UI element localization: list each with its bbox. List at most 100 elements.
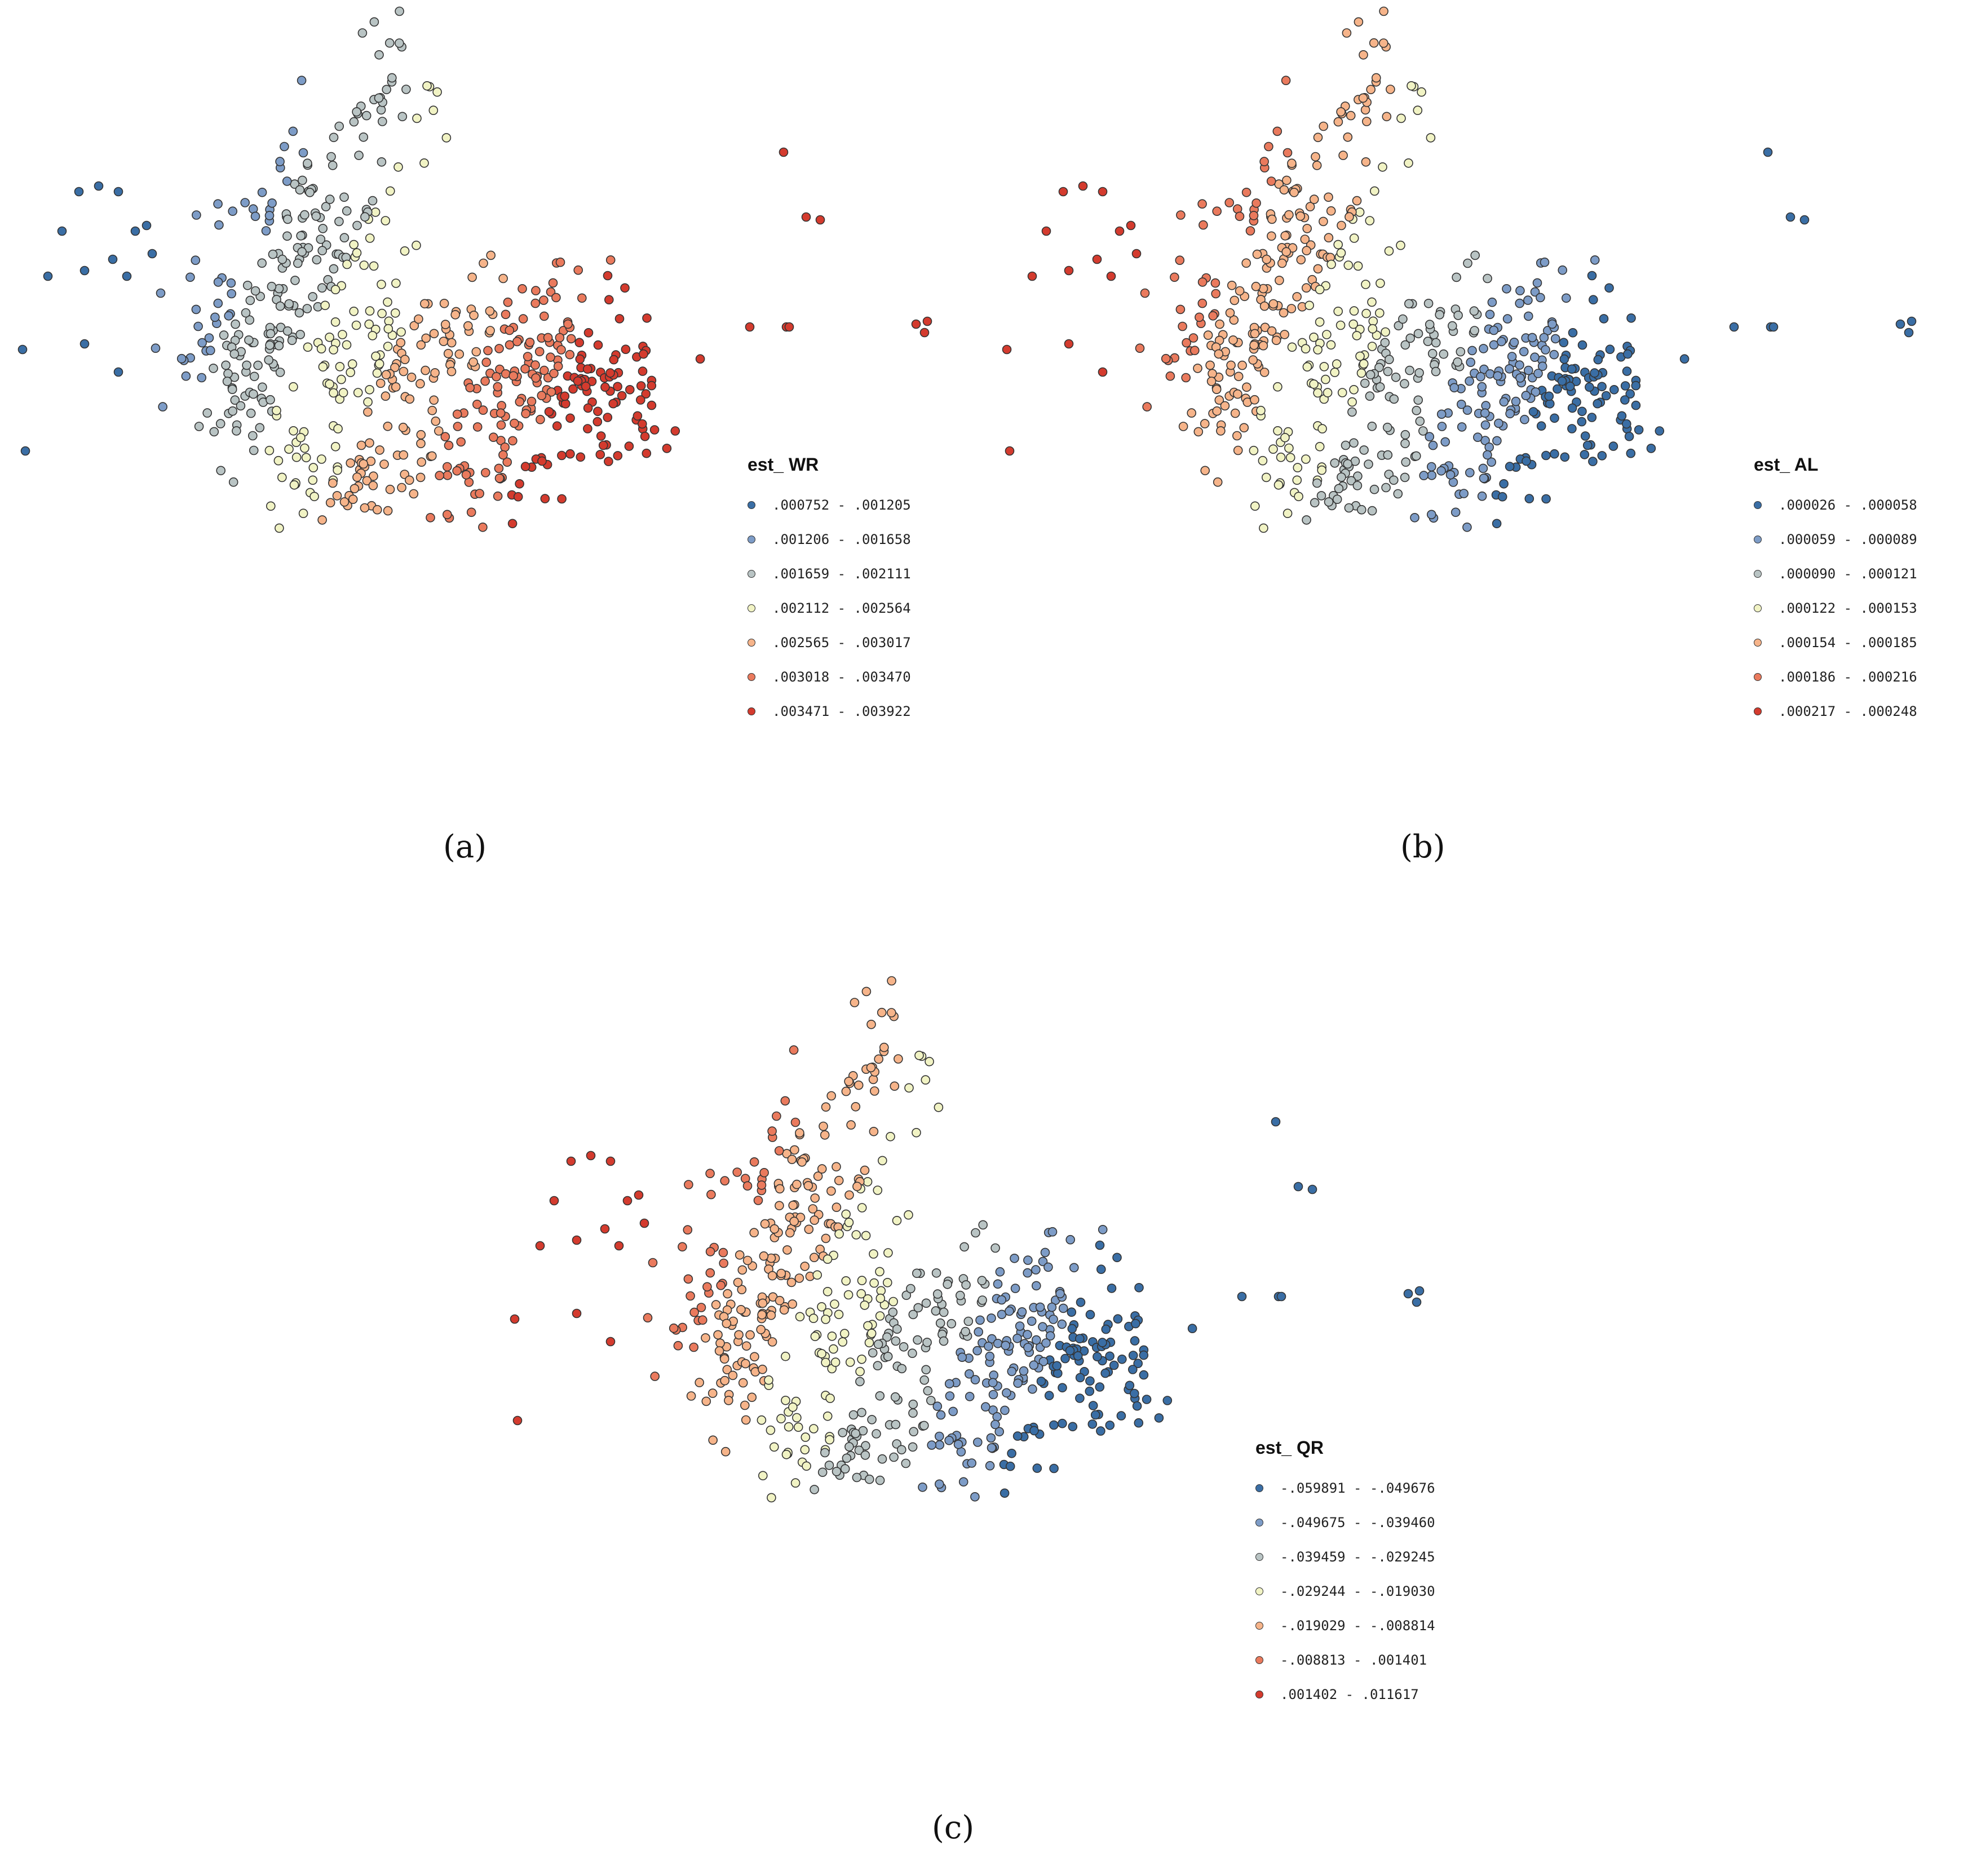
map-point xyxy=(1410,512,1419,523)
map-point xyxy=(1203,330,1213,340)
map-point xyxy=(1041,1338,1051,1348)
legend-swatch xyxy=(748,638,755,647)
map-point xyxy=(1302,362,1312,372)
map-point xyxy=(1355,207,1365,217)
map-point xyxy=(1313,388,1323,398)
map-point xyxy=(1045,1331,1055,1341)
map-point xyxy=(1347,397,1357,407)
map-point xyxy=(382,85,392,95)
map-point xyxy=(825,1393,835,1403)
map-point xyxy=(961,1326,970,1337)
map-point xyxy=(1292,292,1302,302)
map-point xyxy=(1480,420,1491,430)
map-point xyxy=(1541,345,1550,355)
map-point xyxy=(1277,258,1287,268)
map-point xyxy=(1375,382,1385,392)
map-point xyxy=(1365,216,1375,225)
map-point xyxy=(1326,340,1336,350)
map-point xyxy=(1582,440,1593,450)
map-point xyxy=(300,210,309,220)
map-point xyxy=(435,471,445,480)
map-point xyxy=(249,389,258,399)
map-point xyxy=(714,1346,724,1356)
legend-label: -.049675 - -.039460 xyxy=(1280,1514,1435,1530)
map-point xyxy=(1065,1235,1075,1245)
map-point xyxy=(390,362,400,373)
map-point xyxy=(79,339,90,349)
map-point xyxy=(515,397,525,407)
map-point xyxy=(705,1169,715,1179)
map-point xyxy=(1400,340,1410,350)
map-point xyxy=(953,1439,963,1449)
map-point xyxy=(510,418,519,428)
map-point xyxy=(352,248,362,258)
map-point xyxy=(1519,347,1529,357)
map-point xyxy=(1038,1322,1047,1332)
map-point xyxy=(1135,343,1145,353)
map-point xyxy=(573,376,583,386)
map-point xyxy=(1405,333,1416,343)
map-point xyxy=(1023,1255,1033,1265)
map-point xyxy=(1092,254,1102,264)
map-point xyxy=(614,1241,624,1251)
map-point xyxy=(227,289,237,299)
map-point xyxy=(861,986,872,997)
map-point xyxy=(1382,112,1392,122)
map-point xyxy=(272,405,281,415)
map-point xyxy=(1049,1315,1058,1324)
map-point xyxy=(1487,457,1497,467)
map-point xyxy=(1307,1184,1317,1194)
map-point xyxy=(1212,406,1222,416)
map-point xyxy=(1139,1350,1149,1360)
map-point xyxy=(334,216,344,227)
map-point xyxy=(877,1156,887,1166)
map-point xyxy=(985,1461,995,1471)
legend-item: -.039459 - -.029245 xyxy=(1255,1539,1435,1574)
map-point xyxy=(808,1313,819,1324)
map-point xyxy=(245,315,255,325)
map-point xyxy=(1313,132,1323,143)
map-point xyxy=(338,388,348,397)
map-point xyxy=(1200,419,1210,428)
map-point xyxy=(875,1475,885,1485)
map-point xyxy=(1330,458,1340,468)
map-point xyxy=(821,1102,831,1112)
map-point xyxy=(57,226,67,236)
map-point xyxy=(1273,426,1282,436)
map-point xyxy=(371,351,381,361)
map-point xyxy=(209,364,218,373)
map-point xyxy=(643,1313,653,1323)
map-point xyxy=(1345,212,1354,222)
map-point xyxy=(1105,1421,1115,1430)
map-point xyxy=(454,349,465,359)
map-point xyxy=(856,1289,866,1299)
map-point xyxy=(1379,6,1388,16)
map-point xyxy=(520,364,530,374)
map-point xyxy=(1142,402,1152,412)
map-point xyxy=(737,1285,747,1295)
map-point xyxy=(1317,424,1327,433)
legend-label: .003471 - .003922 xyxy=(772,703,911,719)
map-point xyxy=(1332,494,1342,505)
map-point xyxy=(321,202,331,211)
map-point xyxy=(932,1289,943,1299)
map-point xyxy=(1296,255,1306,265)
map-point xyxy=(275,301,285,311)
map-panel-c: est_ QR -.059891 - -.049676 -.049675 - -… xyxy=(492,970,1476,1871)
legend-swatch xyxy=(748,672,755,681)
map-point xyxy=(1057,1319,1067,1329)
map-point xyxy=(1341,440,1351,450)
map-point xyxy=(759,1251,769,1261)
map-point xyxy=(415,472,426,483)
map-point xyxy=(1374,308,1385,318)
map-point xyxy=(1087,1419,1098,1429)
map-point xyxy=(1165,371,1175,381)
map-point xyxy=(284,299,294,309)
map-point xyxy=(349,306,359,316)
map-point xyxy=(1002,344,1012,355)
map-point xyxy=(843,1290,853,1300)
map-point xyxy=(745,322,755,332)
map-point xyxy=(496,420,506,430)
map-point xyxy=(1232,431,1242,441)
map-point xyxy=(575,354,585,364)
